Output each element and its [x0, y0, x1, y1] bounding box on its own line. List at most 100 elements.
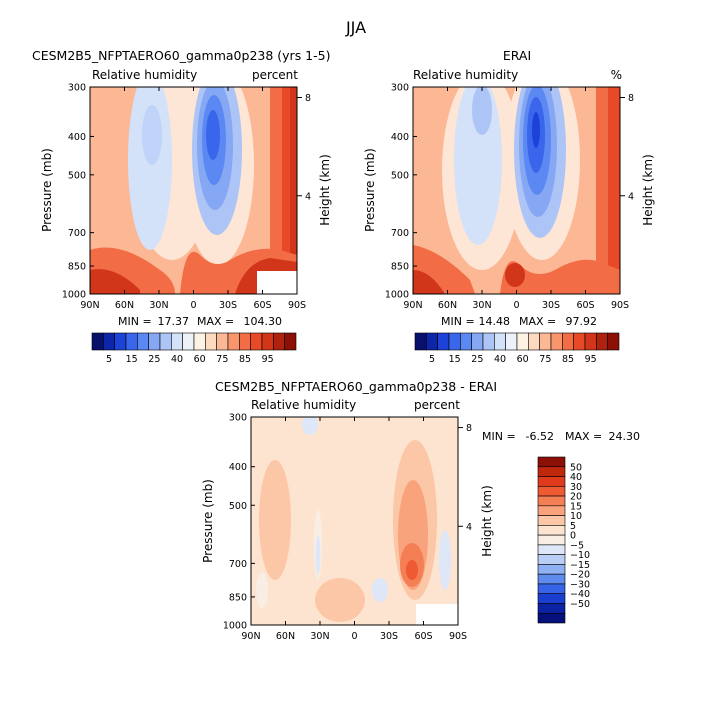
obs-y-tick-label: 850 — [391, 262, 409, 273]
obs-max-value: 97.92 — [566, 315, 598, 328]
diff-colorbar-label: 30 — [570, 482, 582, 493]
obs-x-tick-label: 90N — [403, 300, 422, 311]
diff-colorbar-label: −15 — [570, 560, 590, 571]
model-y-tick-label: 500 — [68, 170, 86, 181]
model-colorbar-swatch — [125, 332, 138, 351]
diff-colorbar-label: −30 — [570, 579, 590, 590]
diff-colorbar-swatch — [537, 515, 566, 526]
obs-zone-blue-west-2 — [472, 87, 492, 135]
diff-missing — [416, 604, 458, 625]
obs-colorbar-swatch — [562, 332, 574, 351]
obs-zone-blue-west — [454, 87, 502, 245]
model-x-tick-label: 60S — [253, 300, 271, 311]
diff-x-tick-label: 30S — [380, 631, 398, 642]
model-x-tick-label: 90N — [80, 300, 99, 311]
obs-x-tick-label: 30S — [542, 300, 560, 311]
model-colorbar-label: 75 — [216, 354, 228, 365]
model-x-tick-label: 60N — [115, 300, 134, 311]
obs-x-tick-label: 90S — [611, 300, 629, 311]
model-min-label: MIN = — [118, 315, 152, 328]
obs-colorbar-swatch — [437, 332, 450, 351]
diff-colorbar-swatch — [537, 564, 566, 575]
obs-colorbar-swatch — [528, 332, 540, 351]
diff-colorbar-label: 15 — [570, 501, 582, 512]
model-colorbar-swatch — [193, 332, 206, 351]
diff-zone-neg-5 — [302, 417, 318, 435]
obs-y-tick-label: 400 — [391, 132, 409, 143]
obs-min-label: MIN = — [441, 315, 475, 328]
diff-colorbar-swatch — [537, 525, 566, 536]
model-ylabel-right: Height (km) — [318, 154, 332, 225]
diff-colorbar-label: 5 — [570, 521, 576, 532]
model-colorbar-swatch — [148, 332, 161, 351]
diff-zone-east-4 — [406, 560, 418, 580]
model-x-tick-label: 30S — [219, 300, 237, 311]
model-x-tick-label: 30N — [149, 300, 168, 311]
obs-ylabel-right: Height (km) — [641, 154, 655, 225]
obs-ylabel: Pressure (mb) — [363, 148, 377, 232]
obs-height-tick-label: 8 — [628, 93, 634, 104]
diff-colorbar-label: 20 — [570, 492, 582, 503]
obs-zone-low-center — [500, 259, 620, 294]
obs-y-tick-label: 500 — [391, 170, 409, 181]
diff-max-value: 24.30 — [609, 430, 641, 443]
model-field — [90, 87, 297, 294]
diff-zone-neg-4 — [372, 578, 388, 602]
model-x-tick-label: 0 — [190, 300, 196, 311]
diff-colorbar-label: −40 — [570, 589, 590, 600]
obs-colorbar-swatch — [516, 332, 529, 351]
diff-zone-neg-2 — [315, 535, 321, 575]
obs-colorbar-swatch — [596, 332, 608, 351]
obs-zone-east-2 — [608, 87, 620, 294]
model-max-value: 104.30 — [244, 315, 283, 328]
model-colorbar-label: 25 — [148, 354, 160, 365]
model-colorbar-label: 40 — [171, 354, 183, 365]
diff-y-tick-label: 700 — [229, 559, 247, 570]
diff-colorbar-swatch — [537, 495, 566, 507]
model-colorbar-label: 5 — [106, 354, 112, 365]
diff-colorbar-swatch — [537, 554, 566, 565]
diff-colorbar-swatch — [537, 603, 566, 614]
obs-colorbar-label: 95 — [585, 354, 597, 365]
model-colorbar-label: 95 — [262, 354, 274, 365]
model-min-value: 17.37 — [158, 315, 190, 328]
obs-colorbar-swatch — [426, 332, 438, 351]
panel-obs: ERAI Relative humidity % 90N 60N 30N 0 30S 60… — [363, 48, 655, 365]
model-colorbar-swatch — [159, 332, 172, 351]
model-colorbar-swatch — [171, 332, 183, 351]
figure-title: JJA — [345, 18, 366, 37]
obs-y-tick-label: 700 — [391, 228, 409, 239]
diff-y-tick-label: 850 — [229, 592, 247, 603]
model-axes: 90N 60N 30N 0 30S 60S 90S 300 400 500 700 850 1000 8 4 — [62, 83, 311, 312]
model-zone-blue-inner — [142, 105, 162, 165]
obs-colorbar-swatch — [550, 332, 563, 351]
model-colorbar-swatch — [284, 332, 297, 351]
diff-height-tick-label: 4 — [466, 522, 472, 533]
obs-colorbar-swatch — [471, 332, 484, 351]
diff-zone-center-1 — [315, 578, 365, 622]
diff-height-tick-label: 8 — [466, 423, 472, 434]
obs-colorbar-swatch — [539, 332, 552, 351]
diff-colorbar-label: 0 — [570, 531, 576, 542]
diff-zone-neg-3 — [439, 530, 451, 590]
diff-x-tick-label: 60S — [414, 631, 432, 642]
model-colorbar-swatch — [114, 332, 127, 351]
diff-x-tick-label: 90S — [449, 631, 467, 642]
diff-y-tick-label: 300 — [229, 413, 247, 424]
obs-colorbar-swatch — [414, 332, 427, 351]
model-colorbar-swatch — [103, 332, 115, 351]
obs-colorbar-swatch — [505, 332, 518, 351]
obs-colorbar-swatch — [494, 332, 506, 351]
diff-field — [251, 417, 458, 625]
diff-zone-west-1 — [259, 460, 291, 580]
diff-min-label: MIN = — [482, 430, 516, 443]
diff-colorbar-swatch — [537, 456, 566, 468]
obs-max-label: MAX = — [519, 315, 556, 328]
diff-title: CESM2B5_NFPTAERO60_gamma0p238 - ERAI — [215, 379, 497, 394]
model-y-tick-label: 300 — [68, 83, 86, 94]
obs-zone-low-center-2 — [505, 263, 525, 287]
diff-colorbar-label: −20 — [570, 570, 590, 581]
obs-zone-low-west-2 — [413, 270, 445, 294]
diff-colorbar-swatch — [537, 612, 566, 624]
